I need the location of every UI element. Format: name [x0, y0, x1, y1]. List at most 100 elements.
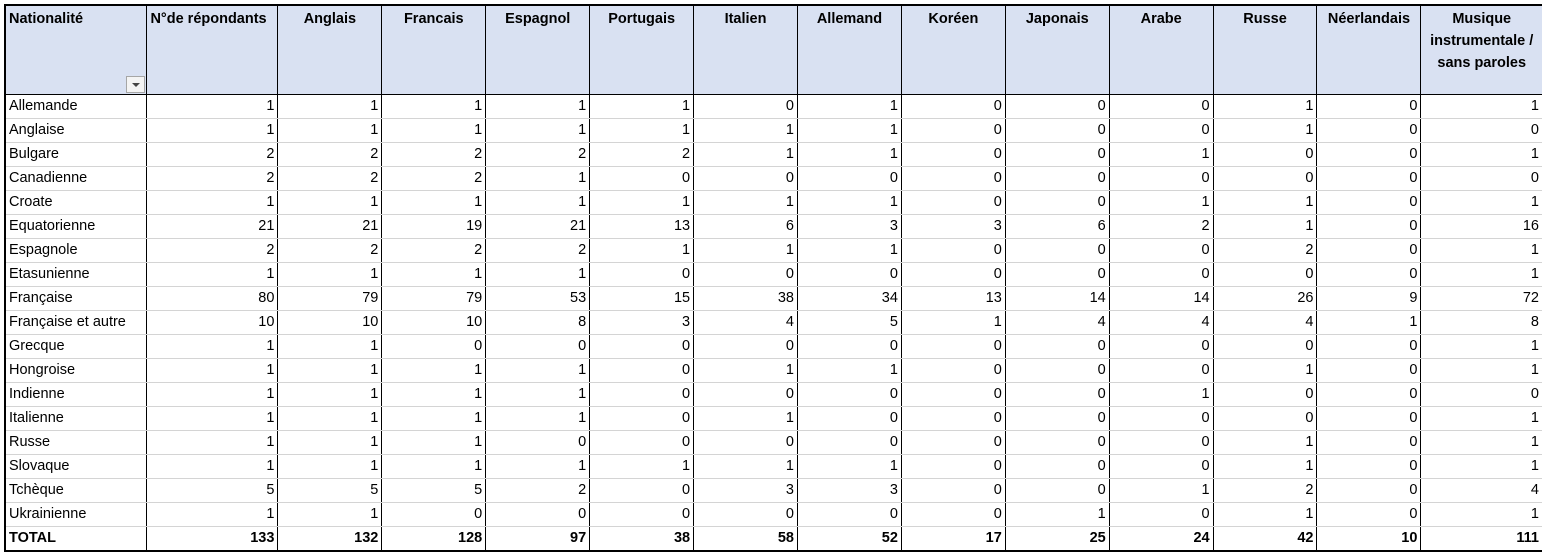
- header-cell[interactable]: Musique instrumentale / sans paroles: [1420, 4, 1542, 95]
- value-cell[interactable]: 4: [1420, 478, 1542, 503]
- value-cell[interactable]: 0: [796, 430, 902, 455]
- value-cell[interactable]: 72: [1420, 286, 1542, 311]
- value-cell[interactable]: 0: [1004, 406, 1110, 431]
- value-cell[interactable]: 1: [277, 430, 382, 455]
- total-value-cell[interactable]: 25: [1004, 526, 1110, 552]
- value-cell[interactable]: 2: [485, 478, 590, 503]
- nationality-cell[interactable]: Espagnole: [4, 238, 147, 263]
- header-cell[interactable]: Japonais: [1004, 4, 1110, 95]
- value-cell[interactable]: 5: [796, 310, 902, 335]
- nationality-cell[interactable]: Russe: [4, 430, 147, 455]
- value-cell[interactable]: 0: [1316, 190, 1421, 215]
- value-cell[interactable]: 0: [1108, 94, 1214, 119]
- value-cell[interactable]: 6: [693, 214, 798, 239]
- value-cell[interactable]: 0: [1004, 94, 1110, 119]
- value-cell[interactable]: 1: [381, 430, 486, 455]
- value-cell[interactable]: 53: [485, 286, 590, 311]
- value-cell[interactable]: 1: [485, 118, 590, 143]
- value-cell[interactable]: 1: [1212, 430, 1317, 455]
- value-cell[interactable]: 79: [277, 286, 382, 311]
- value-cell[interactable]: 1: [1420, 406, 1542, 431]
- value-cell[interactable]: 0: [1108, 502, 1214, 527]
- value-cell[interactable]: 1: [1212, 190, 1317, 215]
- value-cell[interactable]: 26: [1212, 286, 1317, 311]
- header-cell[interactable]: Anglais: [277, 4, 382, 95]
- value-cell[interactable]: 1: [1212, 94, 1317, 119]
- value-cell[interactable]: 4: [693, 310, 798, 335]
- value-cell[interactable]: 1: [277, 94, 382, 119]
- value-cell[interactable]: 2: [146, 238, 278, 263]
- total-value-cell[interactable]: 132: [277, 526, 382, 552]
- nationality-cell[interactable]: Française et autre: [4, 310, 147, 335]
- value-cell[interactable]: 0: [796, 502, 902, 527]
- value-cell[interactable]: 0: [1212, 406, 1317, 431]
- value-cell[interactable]: 2: [381, 142, 486, 167]
- nationality-cell[interactable]: Croate: [4, 190, 147, 215]
- value-cell[interactable]: 0: [1316, 430, 1421, 455]
- total-value-cell[interactable]: 38: [589, 526, 694, 552]
- value-cell[interactable]: 0: [1004, 358, 1110, 383]
- value-cell[interactable]: 1: [1420, 238, 1542, 263]
- value-cell[interactable]: 0: [1316, 406, 1421, 431]
- nationality-cell[interactable]: Italienne: [4, 406, 147, 431]
- value-cell[interactable]: 0: [900, 502, 1006, 527]
- value-cell[interactable]: 0: [796, 382, 902, 407]
- value-cell[interactable]: 0: [796, 166, 902, 191]
- value-cell[interactable]: 0: [1004, 382, 1110, 407]
- value-cell[interactable]: 10: [146, 310, 278, 335]
- value-cell[interactable]: 34: [796, 286, 902, 311]
- value-cell[interactable]: 1: [485, 166, 590, 191]
- value-cell[interactable]: 1: [381, 382, 486, 407]
- header-cell[interactable]: Néerlandais: [1316, 4, 1421, 95]
- value-cell[interactable]: 1: [146, 430, 278, 455]
- value-cell[interactable]: 2: [146, 166, 278, 191]
- value-cell[interactable]: 0: [900, 238, 1006, 263]
- value-cell[interactable]: 1: [1420, 502, 1542, 527]
- value-cell[interactable]: 3: [796, 214, 902, 239]
- value-cell[interactable]: 1: [1212, 118, 1317, 143]
- value-cell[interactable]: 1: [693, 238, 798, 263]
- value-cell[interactable]: 1: [485, 358, 590, 383]
- value-cell[interactable]: 1: [693, 454, 798, 479]
- value-cell[interactable]: 1: [1212, 502, 1317, 527]
- nationality-cell[interactable]: Ukrainienne: [4, 502, 147, 527]
- value-cell[interactable]: 4: [1108, 310, 1214, 335]
- value-cell[interactable]: 1: [485, 382, 590, 407]
- value-cell[interactable]: 10: [381, 310, 486, 335]
- value-cell[interactable]: 1: [1108, 382, 1214, 407]
- value-cell[interactable]: 0: [900, 190, 1006, 215]
- value-cell[interactable]: 0: [693, 262, 798, 287]
- value-cell[interactable]: 1: [693, 406, 798, 431]
- value-cell[interactable]: 1: [277, 358, 382, 383]
- value-cell[interactable]: 0: [1108, 118, 1214, 143]
- total-value-cell[interactable]: 52: [796, 526, 902, 552]
- nationality-cell[interactable]: Française: [4, 286, 147, 311]
- value-cell[interactable]: 1: [693, 118, 798, 143]
- value-cell[interactable]: 1: [796, 238, 902, 263]
- value-cell[interactable]: 1: [277, 382, 382, 407]
- value-cell[interactable]: 0: [693, 166, 798, 191]
- value-cell[interactable]: 0: [1108, 334, 1214, 359]
- value-cell[interactable]: 0: [1108, 430, 1214, 455]
- value-cell[interactable]: 1: [381, 406, 486, 431]
- value-cell[interactable]: 0: [796, 334, 902, 359]
- value-cell[interactable]: 1: [381, 118, 486, 143]
- value-cell[interactable]: 1: [1420, 430, 1542, 455]
- nationality-cell[interactable]: Equatorienne: [4, 214, 147, 239]
- value-cell[interactable]: 2: [1108, 214, 1214, 239]
- value-cell[interactable]: 1: [146, 262, 278, 287]
- value-cell[interactable]: 1: [381, 94, 486, 119]
- value-cell[interactable]: 0: [1004, 262, 1110, 287]
- value-cell[interactable]: 0: [589, 430, 694, 455]
- value-cell[interactable]: 0: [900, 358, 1006, 383]
- value-cell[interactable]: 80: [146, 286, 278, 311]
- value-cell[interactable]: 2: [485, 142, 590, 167]
- value-cell[interactable]: 0: [1004, 238, 1110, 263]
- value-cell[interactable]: 1: [796, 190, 902, 215]
- value-cell[interactable]: 0: [1004, 430, 1110, 455]
- filter-dropdown-icon[interactable]: [126, 76, 145, 93]
- value-cell[interactable]: 19: [381, 214, 486, 239]
- value-cell[interactable]: 1: [381, 262, 486, 287]
- nationality-cell[interactable]: Allemande: [4, 94, 147, 119]
- value-cell[interactable]: 8: [485, 310, 590, 335]
